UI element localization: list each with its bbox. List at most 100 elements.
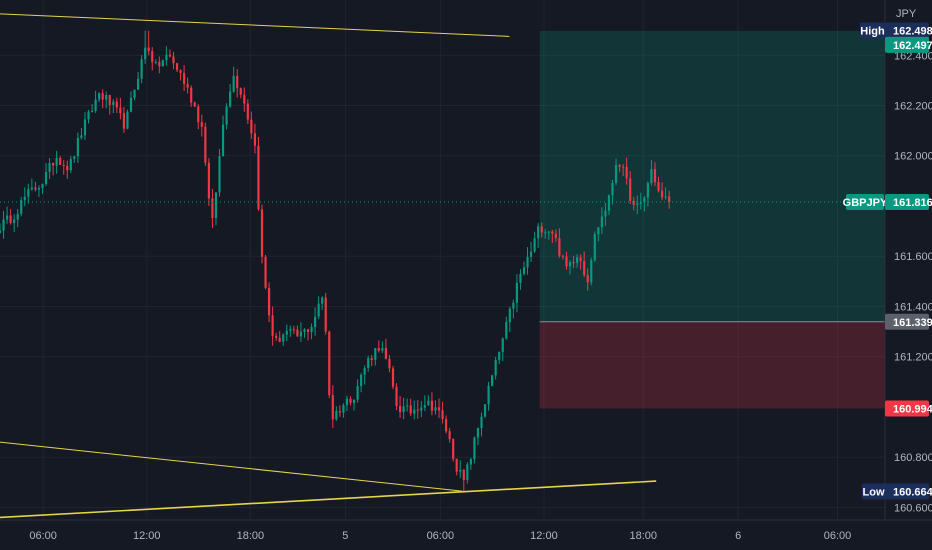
candle-body: [108, 95, 111, 105]
candle-body: [614, 165, 618, 183]
candle-body: [632, 200, 635, 205]
candle-body: [533, 238, 536, 252]
candle-body: [544, 232, 547, 234]
candle-body: [370, 358, 373, 360]
candle-body: [328, 331, 331, 396]
candle-body: [522, 267, 526, 274]
candle-body: [537, 226, 540, 239]
candle-body: [267, 287, 271, 316]
entry-price-tag-text: 161.339: [893, 317, 932, 329]
candle-body: [66, 165, 69, 171]
candle-body: [232, 75, 235, 92]
candle-body: [83, 119, 87, 136]
symbol-label-text: GBPJPY: [843, 197, 888, 209]
low-price-tag-text: 160.664: [893, 486, 932, 498]
candle-body: [239, 88, 242, 95]
candle-body: [409, 405, 412, 414]
candle-body: [505, 322, 508, 339]
candle-body: [115, 101, 118, 108]
candle-body: [437, 407, 441, 411]
candle-body: [604, 210, 607, 217]
candle-body: [579, 257, 582, 262]
y-tick-label: 160.800: [894, 452, 932, 464]
candle-body: [629, 178, 632, 201]
y-tick-label: 160.600: [894, 502, 932, 514]
candle-body: [476, 428, 480, 438]
candle-body: [37, 188, 41, 190]
candle-body: [161, 60, 164, 67]
candle-body: [639, 202, 642, 204]
candle-body: [391, 368, 395, 387]
candle-body: [246, 103, 249, 120]
candle-body: [229, 91, 232, 107]
candle-body: [565, 256, 568, 267]
candle-body: [360, 374, 363, 387]
candle-body: [554, 233, 557, 239]
candle-body: [540, 226, 543, 233]
candle-body: [441, 410, 444, 420]
candle-body: [324, 297, 327, 332]
candle-body: [448, 431, 451, 440]
candle-body: [529, 251, 533, 257]
candle-body: [214, 192, 218, 218]
candle-body: [225, 106, 228, 125]
candle-body: [335, 411, 338, 420]
candle-body: [572, 262, 575, 264]
high-price-tag: [885, 22, 929, 39]
candle-body: [122, 113, 126, 129]
candle-body: [144, 47, 147, 60]
candle-body: [583, 261, 586, 275]
candle-body: [168, 54, 172, 57]
candle-body: [55, 158, 58, 166]
x-tick-label: 5: [342, 530, 348, 542]
low-label: [862, 483, 885, 500]
candle-body: [292, 329, 295, 331]
target-price-tag-text: 162.497: [893, 40, 932, 52]
candle-body: [190, 87, 193, 103]
candle-body: [101, 93, 104, 100]
candle-body: [561, 255, 565, 257]
candle-body: [151, 51, 154, 63]
candle-body: [119, 107, 122, 114]
candle-body: [264, 256, 267, 288]
candle-body: [590, 260, 593, 283]
candle-body: [271, 315, 274, 336]
y-tick-label: 161.400: [894, 301, 932, 313]
candle-body: [69, 159, 72, 171]
candle-body: [175, 63, 179, 71]
candle-body: [660, 190, 664, 198]
y-tick-label: 162.200: [894, 101, 932, 113]
candle-body: [9, 215, 12, 224]
candle-body: [551, 231, 554, 234]
candle-body: [395, 386, 398, 407]
candle-body: [80, 135, 83, 138]
candle-body: [416, 409, 419, 411]
candle-body: [73, 156, 76, 160]
candle-body: [625, 166, 628, 179]
candle-body: [299, 331, 303, 337]
x-tick-label: 6: [735, 530, 741, 542]
low-label-text: Low: [863, 486, 885, 498]
candle-body: [423, 405, 426, 408]
candle-body: [600, 216, 603, 228]
candle-body: [59, 158, 62, 165]
candle-body: [381, 348, 384, 351]
candle-body: [306, 329, 310, 333]
y-tick-label: 162.000: [894, 151, 932, 163]
candle-body: [105, 95, 108, 100]
candle-body: [140, 59, 143, 79]
trendline: [0, 441, 462, 492]
candle-body: [455, 458, 458, 472]
candle-body: [285, 330, 288, 335]
x-tick-label: 12:00: [133, 530, 161, 542]
candle-body: [668, 196, 671, 202]
candle-body: [260, 209, 264, 257]
x-tick-label: 18:00: [629, 530, 657, 542]
x-tick-label: 06:00: [824, 530, 852, 542]
candle-body: [289, 329, 292, 331]
candle-body: [494, 360, 497, 376]
candle-body: [607, 195, 611, 211]
candle-body: [473, 437, 476, 460]
candle-body: [126, 111, 129, 129]
